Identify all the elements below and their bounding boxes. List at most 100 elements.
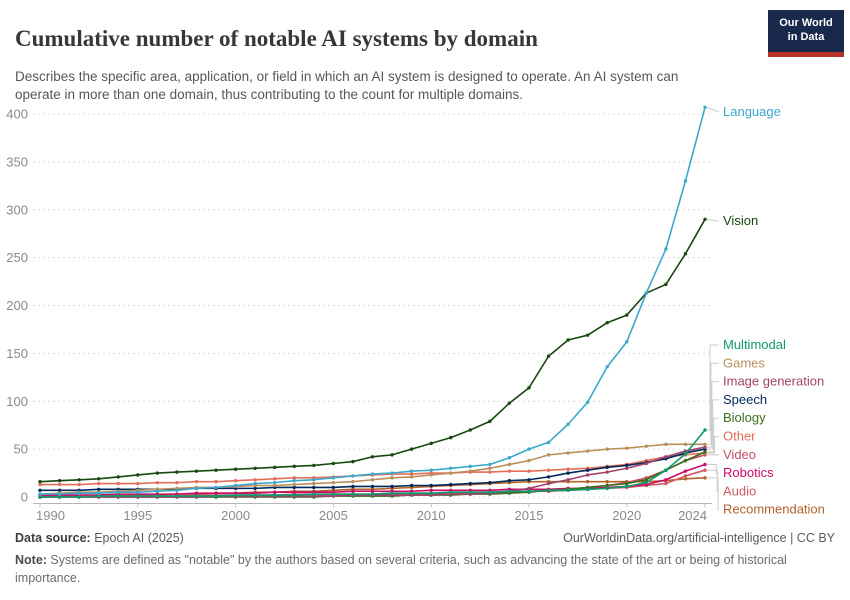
data-point [273,483,277,488]
data-point [468,464,472,469]
data-point [194,479,199,484]
owid-logo[interactable]: Our World in Data [768,10,844,57]
data-point [429,441,433,446]
data-point [566,422,570,426]
legend-label-language[interactable]: Language [723,104,781,119]
legend-label-video[interactable]: Video [723,447,756,462]
legend-label-robotics[interactable]: Robotics [723,465,774,480]
data-point [546,440,551,445]
data-point [57,479,62,483]
data-point [155,494,160,498]
series-line-vision[interactable] [39,218,706,483]
data-point [683,477,688,481]
legend-label-vision[interactable]: Vision [723,213,758,228]
legend-label-games[interactable]: Games [723,355,765,370]
data-point [96,481,101,486]
series-line-language[interactable] [39,106,706,495]
data-point [175,488,179,492]
data-point [488,466,492,470]
data-point [703,445,707,449]
legend-label-biology[interactable]: Biology [723,410,766,425]
data-point [155,480,160,485]
x-tick-label: 2005 [319,508,348,523]
data-point [566,471,570,475]
data-point [664,282,668,287]
data-point [468,428,472,432]
data-source: Data source: Epoch AI (2025) [15,531,835,545]
data-point [312,481,316,486]
x-tick-label: 2000 [221,508,250,523]
legend-label-audio[interactable]: Audio [723,483,756,498]
data-point [527,489,531,493]
data-point [546,468,551,472]
data-point [312,478,316,482]
data-point [409,491,414,495]
data-point [585,400,590,404]
data-point [351,459,355,464]
data-point [703,442,707,447]
data-point [38,488,42,492]
data-point [351,474,355,478]
data-point [703,428,707,432]
y-tick-label: 250 [6,250,28,265]
data-point [625,313,629,317]
data-point [703,468,707,472]
chart-footer: Data source: Epoch AI (2025) OurWorldinD… [15,531,835,545]
data-point [292,493,296,497]
data-point [449,466,453,470]
data-point [194,494,199,498]
note-label: Note: [15,553,47,567]
attribution-link[interactable]: OurWorldinData.org/artificial-intelligen… [563,531,835,545]
data-point [429,488,433,492]
data-point [96,491,101,495]
data-point [527,486,531,491]
data-point [625,481,629,486]
data-point [703,450,707,454]
data-point [585,449,590,453]
data-point [370,472,375,476]
data-point [566,478,570,482]
data-point [664,478,668,482]
data-point [703,462,707,467]
data-point [644,291,649,295]
data-point [370,489,375,493]
data-point [585,487,590,492]
data-point [214,494,218,498]
data-point [585,333,590,337]
data-point [664,481,668,486]
data-point [136,494,140,498]
data-point [605,470,609,474]
data-point [136,481,140,486]
legend-leader-line [707,381,719,448]
data-point [625,340,629,344]
legend-label-speech[interactable]: Speech [723,392,767,407]
legend-leader-line [707,344,719,431]
data-point [175,480,179,485]
data-point [312,492,316,496]
data-point [214,491,218,495]
data-point [331,461,336,466]
data-point [77,495,81,499]
data-point [273,490,277,494]
data-point [331,485,336,490]
data-source-label: Data source: [15,531,91,545]
legend-label-recommendation[interactable]: Recommendation [723,502,825,517]
legend-label-multimodal[interactable]: Multimodal [723,337,786,352]
data-point [585,473,590,477]
data-point [116,481,120,486]
data-point [312,485,316,490]
data-point [331,492,336,496]
data-point [194,469,199,473]
data-point [175,494,179,498]
data-point [253,478,257,482]
y-tick-label: 400 [6,107,28,122]
data-point [331,476,336,480]
x-tick-label: 2020 [612,508,641,523]
legend-label-other[interactable]: Other [723,429,756,444]
legend-label-image-generation[interactable]: Image generation [723,374,824,389]
data-point [625,466,629,470]
data-point [214,485,218,490]
data-point [488,490,492,494]
note-value: Systems are defined as "notable" by the … [15,553,787,586]
data-point [507,489,512,493]
